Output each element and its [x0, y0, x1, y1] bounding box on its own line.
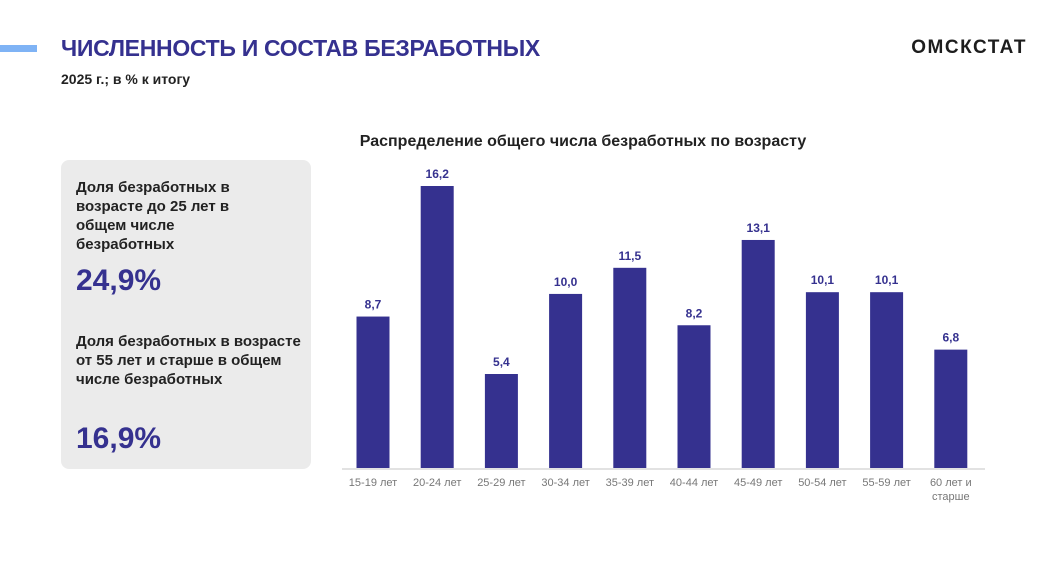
stat-label-under-25: Доля безработных в возрасте до 25 лет в …: [76, 179, 230, 253]
x-tick-label: 35-39 лет: [606, 477, 654, 489]
brand-logo: ОМСКСТАТ: [911, 37, 1027, 58]
x-tick-label: 60 лет и старше: [930, 477, 972, 503]
bar: [677, 325, 711, 468]
page-title: ЧИСЛЕННОСТЬ И СОСТАВ БЕЗРАБОТНЫХ: [61, 35, 540, 61]
x-tick-label: 55-59 лет: [862, 477, 910, 489]
bar: [805, 292, 839, 468]
accent-bar: [0, 45, 37, 52]
data-label: 8,2: [686, 306, 703, 320]
data-label: 6,8: [942, 331, 959, 345]
x-tick-label: 30-34 лет: [541, 477, 589, 489]
summary-panel: Доля безработных в возрасте до 25 лет в …: [61, 160, 311, 469]
x-tick-label: 25-29 лет: [477, 477, 525, 489]
bar: [934, 349, 968, 468]
data-label: 10,1: [811, 273, 835, 287]
x-tick-label: 15-19 лет: [349, 477, 397, 489]
data-label: 8,7: [365, 298, 382, 312]
x-tick-label: 45-49 лет: [734, 477, 782, 489]
bar: [549, 293, 583, 468]
bar: [741, 239, 775, 468]
page-subtitle: 2025 г.; в % к итогу: [61, 71, 191, 87]
x-tick-label: 50-54 лет: [798, 477, 846, 489]
bar: [484, 374, 518, 468]
stat-value-under-25: 24,9%: [76, 264, 162, 297]
bar: [420, 186, 454, 468]
stat-label-55-plus: Доля безработных в возрасте от 55 лет и …: [76, 333, 301, 388]
bar: [356, 316, 390, 468]
data-label: 10,1: [875, 273, 899, 287]
chart-title: Распределение общего числа безработных п…: [360, 133, 807, 150]
data-label: 16,2: [426, 167, 450, 181]
bar: [870, 292, 904, 468]
x-tick-label: 20-24 лет: [413, 477, 461, 489]
data-label: 11,5: [618, 249, 641, 263]
x-tick-label: 40-44 лет: [670, 477, 718, 489]
data-label: 13,1: [747, 221, 771, 235]
bar: [613, 267, 647, 468]
data-label: 5,4: [493, 355, 510, 369]
stat-value-55-plus: 16,9%: [76, 422, 162, 455]
data-label: 10,0: [554, 275, 578, 289]
